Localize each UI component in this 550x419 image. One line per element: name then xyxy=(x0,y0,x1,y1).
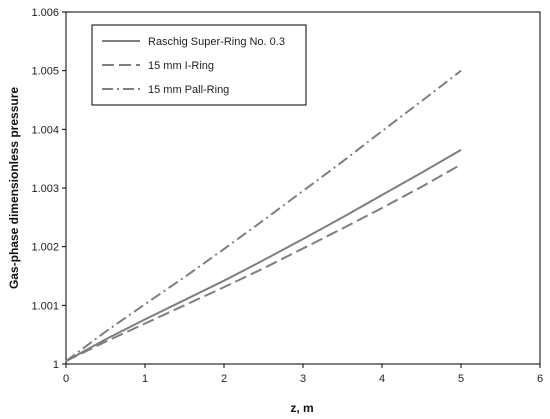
x-tick-label: 6 xyxy=(537,373,543,385)
x-axis-title: z, m xyxy=(290,401,313,415)
y-tick-label: 1.001 xyxy=(31,300,59,312)
legend-label-1: Raschig Super-Ring No. 0.3 xyxy=(148,36,285,48)
series-line-1 xyxy=(65,149,462,362)
x-tick-label: 1 xyxy=(142,373,148,385)
legend-label-3: 15 mm Pall-Ring xyxy=(148,84,229,96)
x-tick-label: 4 xyxy=(379,373,385,385)
y-tick-label: 1.005 xyxy=(31,66,59,78)
x-tick-label: 0 xyxy=(63,373,69,385)
plot-series xyxy=(65,69,462,362)
x-tick-label: 3 xyxy=(300,373,306,385)
legend: Raschig Super-Ring No. 0.3 15 mm I-Ring 15… xyxy=(91,24,307,106)
y-tick-label: 1.003 xyxy=(31,183,59,195)
y-axis-title: Gas-phase dimensionless pressure xyxy=(7,87,21,289)
y-tick-label: 1 xyxy=(53,359,59,371)
y-tick-label: 1.006 xyxy=(31,7,59,19)
series-line-3 xyxy=(65,69,462,362)
y-tick-label: 1.004 xyxy=(31,124,59,136)
series-line-2 xyxy=(65,163,462,362)
x-tick-label: 5 xyxy=(458,373,464,385)
x-tick-label: 2 xyxy=(221,373,227,385)
y-tick-label: 1.002 xyxy=(31,242,59,254)
legend-label-2: 15 mm I-Ring xyxy=(148,60,214,72)
